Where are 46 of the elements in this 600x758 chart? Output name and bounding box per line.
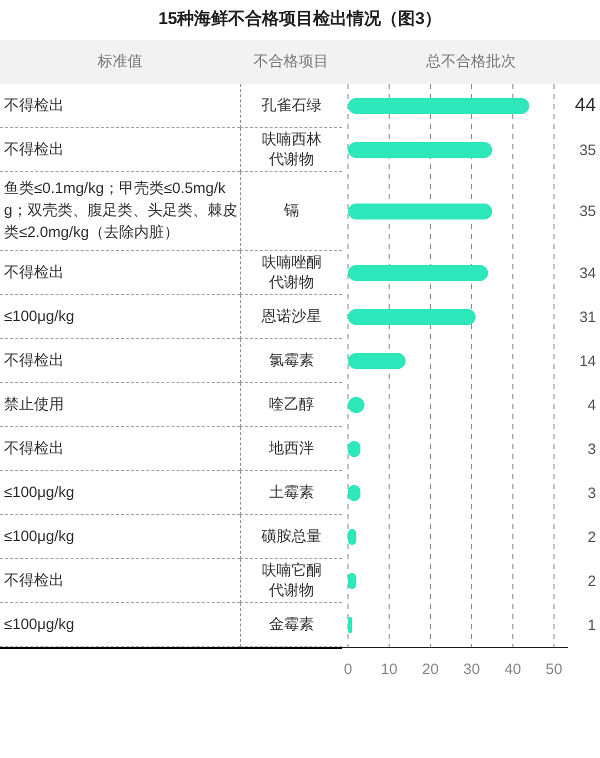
y-tick-label: 氯霉素 [240, 339, 342, 383]
data-label: 44 [574, 94, 597, 118]
data-label: 35 [578, 140, 597, 160]
text: 不得检出 [0, 251, 240, 295]
data-label: 2 [586, 528, 597, 548]
x-axis-title: 总不合格批次 [425, 52, 517, 72]
x-tick-label: 30 [463, 661, 480, 678]
y-tick-label: 地西泮 [240, 427, 342, 471]
text: ≤100μg/kg [0, 603, 240, 647]
text: 不得检出 [0, 427, 240, 471]
data-label: 1 [586, 616, 597, 636]
data-label: 31 [578, 308, 597, 328]
text: 不得检出 [0, 559, 240, 603]
text: 鱼类≤0.1mg/kg；甲壳类≤0.5mg/kg；双壳类、腹足类、头足类、棘皮类≤2.0mg/kg（去除内脏） [0, 172, 240, 251]
data-label: 35 [578, 202, 597, 222]
y-tick-label: 土霉素 [240, 471, 342, 515]
data-label: 34 [578, 264, 597, 284]
y-tick-label: 呋喃它酮代谢物 [240, 559, 342, 603]
text: 标准值 [96, 52, 144, 72]
x-tick-label: 40 [504, 661, 522, 678]
y-tick-label: 镉 [240, 172, 342, 251]
x-tick-label: 10 [380, 661, 398, 678]
x-tick-label: 0 [344, 661, 352, 678]
y-tick-label: 恩诺沙星 [240, 295, 342, 339]
text: 禁止使用 [0, 383, 240, 427]
data-label: 2 [586, 572, 597, 592]
x-tick-label: 20 [422, 661, 439, 678]
data-label: 3 [586, 484, 597, 504]
data-label: 14 [578, 352, 597, 372]
y-tick-label: 金霉素 [240, 603, 342, 647]
data-label: 4 [586, 396, 597, 416]
text: ≤100μg/kg [0, 471, 240, 515]
text: 不得检出 [0, 84, 240, 128]
y-tick-label: 孔雀石绿 [240, 84, 342, 128]
text: 不得检出 [0, 128, 240, 172]
y-axis-title: 不合格项目 [252, 52, 330, 72]
y-tick-label: 喹乙醇 [240, 383, 342, 427]
chart-title: 15种海鲜不合格项目检出情况（图3） [157, 8, 443, 30]
x-tick-label: 50 [546, 661, 562, 678]
y-tick-label: 呋喃唑酮代谢物 [240, 251, 342, 295]
text: ≤100μg/kg [0, 515, 240, 559]
data-label: 3 [586, 440, 597, 460]
text: 不得检出 [0, 339, 240, 383]
text: ≤100μg/kg [0, 295, 240, 339]
y-tick-label: 磺胺总量 [240, 515, 342, 559]
y-tick-label: 呋喃西林代谢物 [240, 128, 342, 172]
